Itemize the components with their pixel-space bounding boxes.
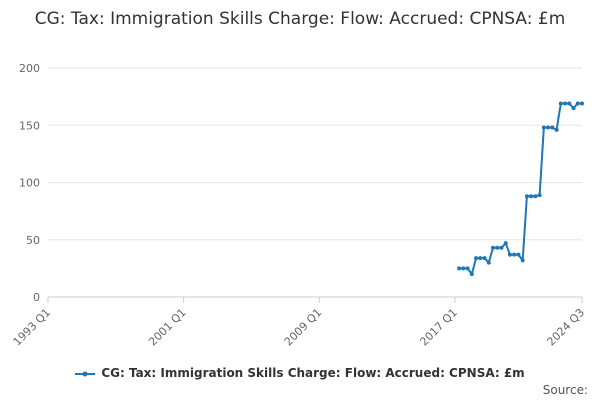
series-layer [457, 101, 584, 277]
y-tick-label: 150 [19, 119, 40, 132]
data-point[interactable] [516, 252, 521, 257]
data-point[interactable] [520, 258, 525, 263]
data-point[interactable] [575, 101, 580, 106]
data-point[interactable] [567, 101, 572, 106]
data-point[interactable] [546, 125, 551, 130]
source-label: Source: [542, 383, 588, 397]
y-tick-label: 50 [26, 234, 40, 247]
data-point[interactable] [580, 101, 584, 106]
data-point[interactable] [486, 260, 491, 265]
x-tick-label: 2001 Q1 [146, 306, 189, 349]
series-line [459, 102, 582, 276]
legend[interactable]: CG: Tax: Immigration Skills Charge: Flow… [0, 366, 600, 380]
grid-lines [48, 67, 582, 241]
data-point[interactable] [554, 127, 559, 132]
data-point[interactable] [482, 256, 487, 261]
x-axis [47, 296, 583, 303]
data-point[interactable] [469, 272, 474, 277]
legend-label: CG: Tax: Immigration Skills Charge: Flow… [101, 366, 525, 380]
chart-title: CG: Tax: Immigration Skills Charge: Flow… [34, 9, 566, 29]
data-point[interactable] [503, 241, 508, 246]
data-point[interactable] [499, 245, 504, 250]
data-point[interactable] [541, 125, 546, 130]
data-point[interactable] [465, 266, 470, 271]
data-point[interactable] [533, 194, 538, 199]
data-point[interactable] [550, 125, 555, 130]
data-point[interactable] [529, 194, 534, 199]
data-point[interactable] [507, 252, 512, 257]
data-point[interactable] [478, 256, 483, 261]
x-tick-label: 1993 Q1 [11, 306, 54, 349]
data-point[interactable] [524, 194, 529, 199]
x-tick-label: 2017 Q1 [417, 306, 460, 349]
x-tick-label: 2009 Q1 [282, 306, 325, 349]
data-point[interactable] [474, 256, 479, 261]
y-tick-label: 0 [33, 291, 40, 304]
data-point[interactable] [512, 252, 517, 257]
x-axis-labels: 1993 Q1 2001 Q1 2009 Q1 2017 Q1 2024 Q3 [11, 306, 588, 349]
data-point[interactable] [537, 193, 542, 198]
y-tick-label: 100 [19, 177, 40, 190]
data-point[interactable] [558, 101, 563, 106]
data-point[interactable] [495, 245, 500, 250]
data-point[interactable] [457, 266, 462, 271]
data-point[interactable] [491, 245, 495, 250]
data-point[interactable] [461, 266, 466, 271]
data-point[interactable] [563, 101, 568, 106]
y-tick-label: 200 [19, 62, 40, 75]
data-point[interactable] [571, 106, 576, 111]
x-tick-label: 2024 Q3 [545, 306, 588, 349]
y-axis: 0 50 100 150 200 [19, 62, 40, 304]
legend-swatch-icon [75, 371, 96, 376]
